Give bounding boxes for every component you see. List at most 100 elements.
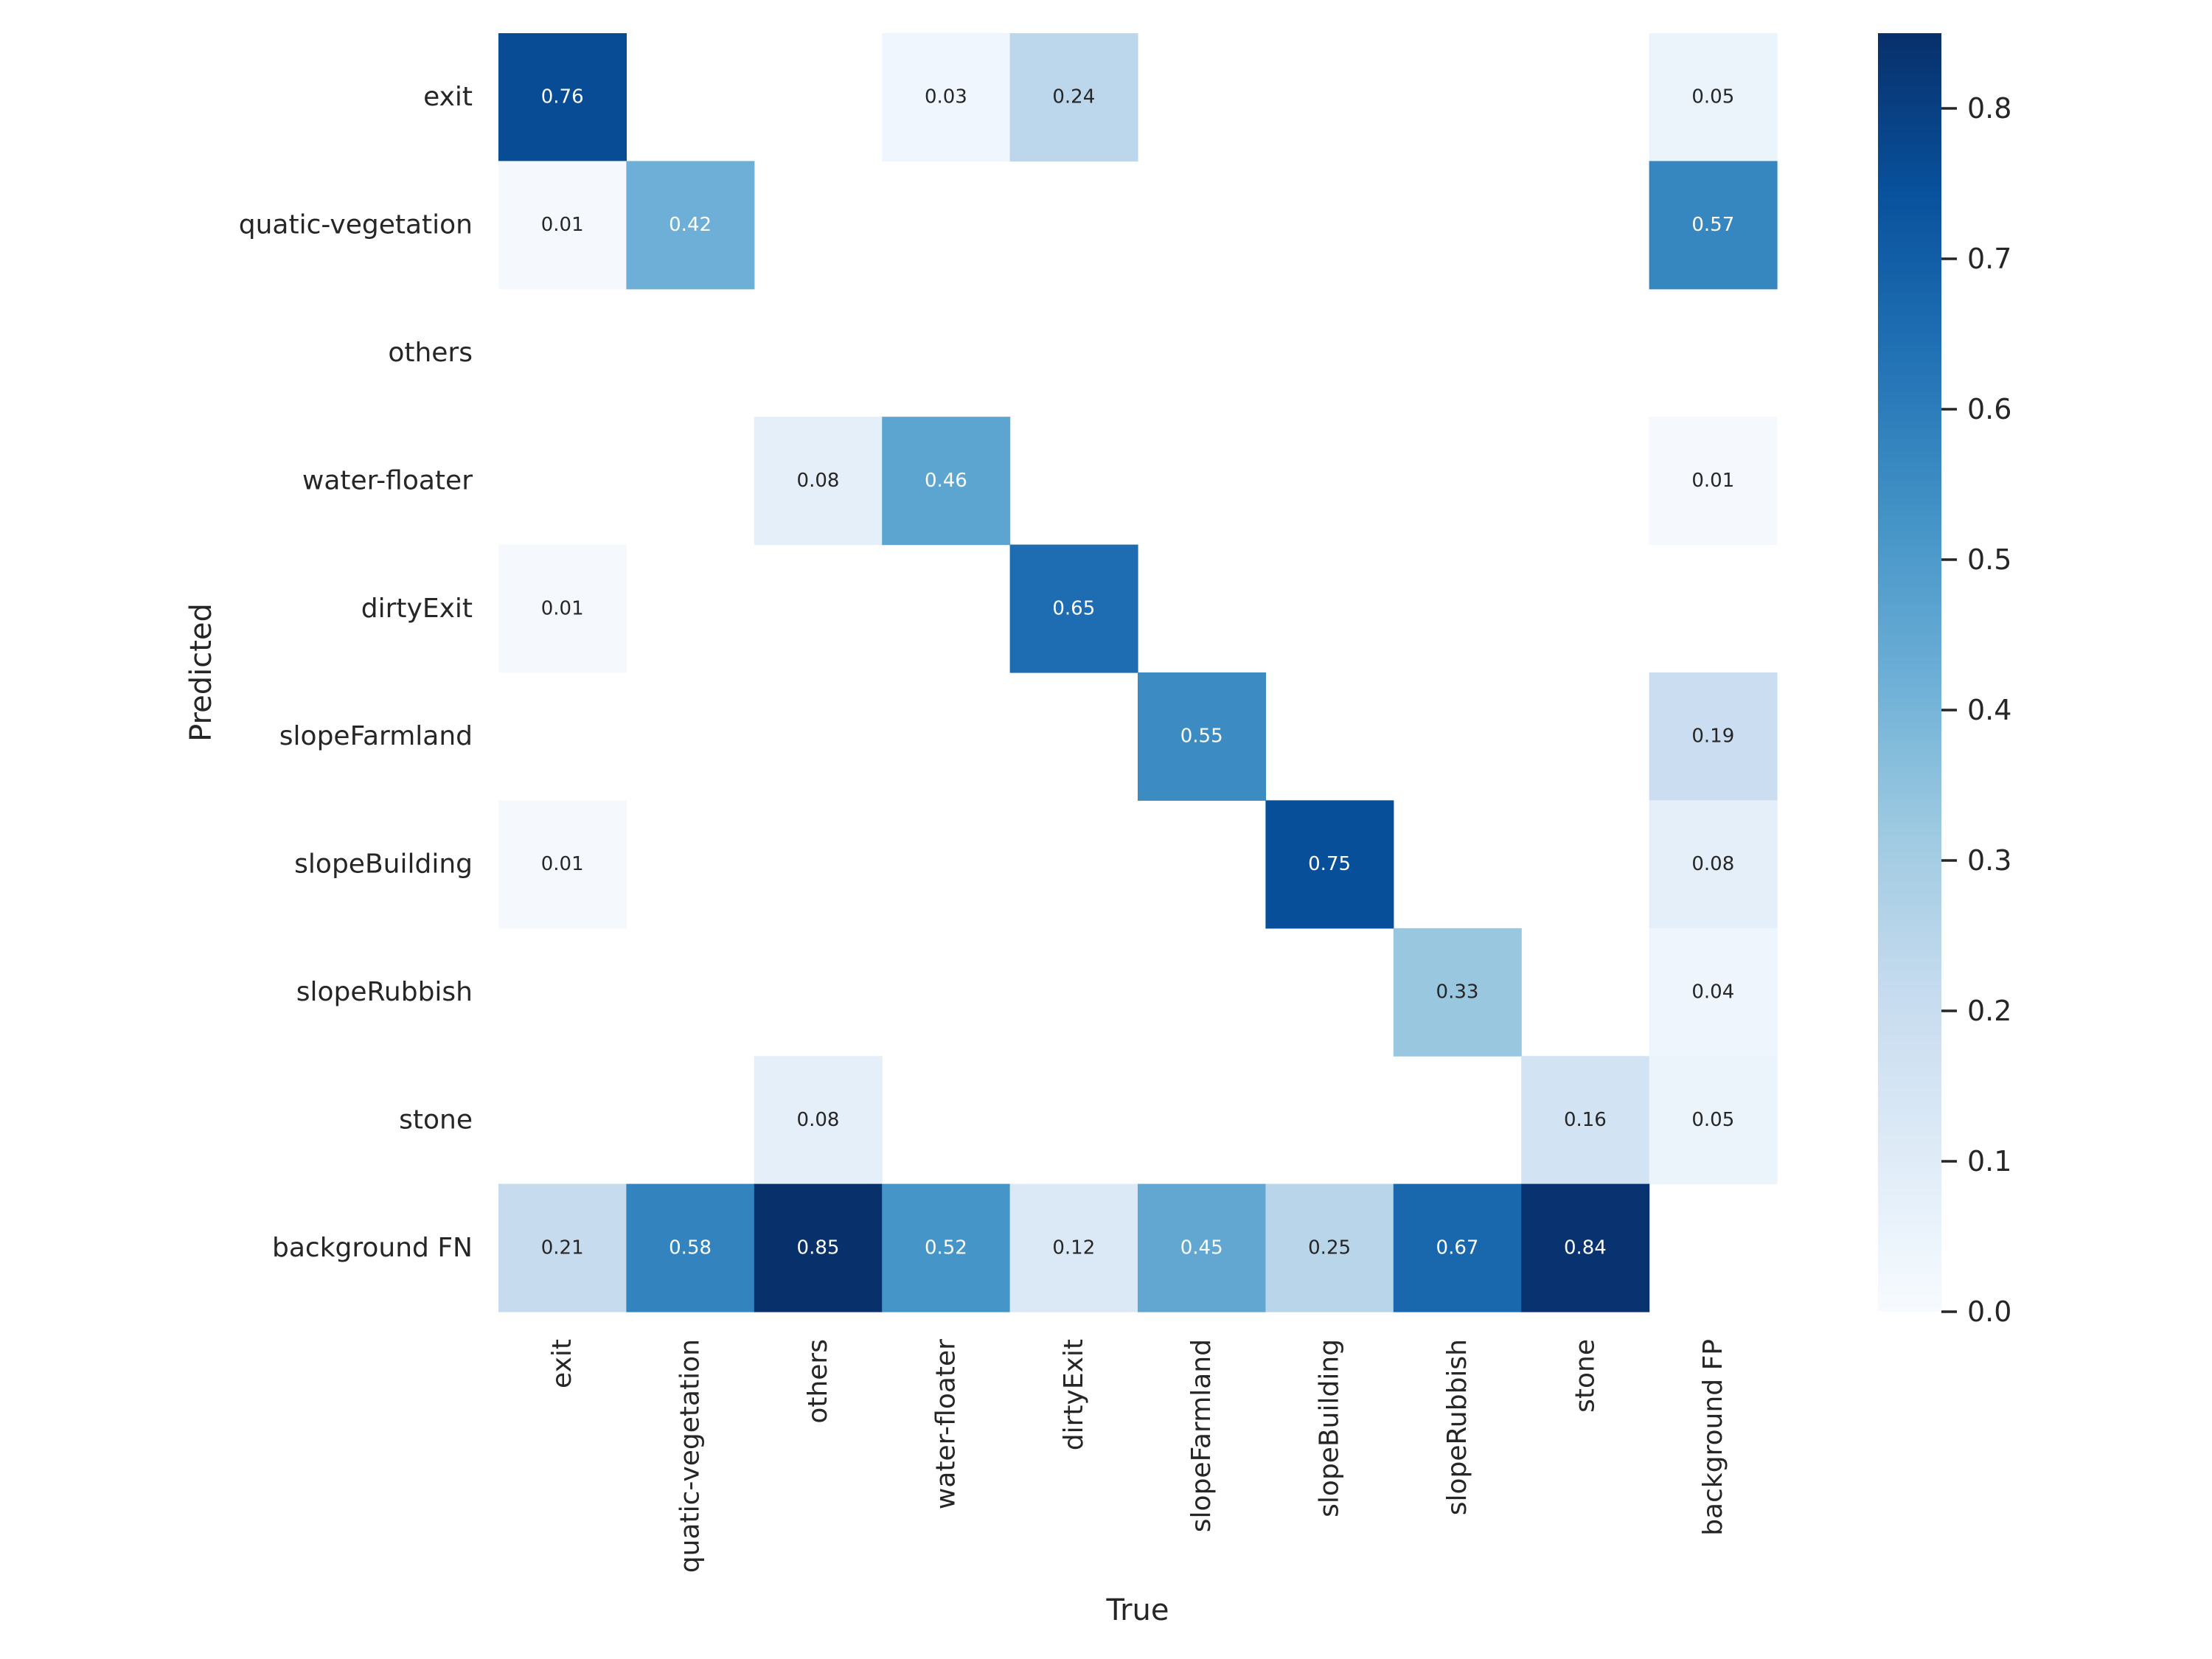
colorbar-tick-label: 0.3 [1967,844,2011,877]
cell-value-label: 0.85 [797,1237,840,1259]
heatmap-cell [626,161,755,290]
heatmap-cell [882,417,1011,546]
heatmap-cell [1009,1183,1138,1312]
heatmap-cell [882,33,1011,161]
heatmap-cell [1138,672,1266,801]
y-tick-label: water-floater [302,465,473,495]
heatmap-cell [1649,161,1778,290]
y-tick-label: slopeBuilding [294,849,473,880]
cell-value-label: 0.01 [541,597,584,619]
y-tick-label: slopeRubbish [296,977,473,1007]
x-tick-label: slopeFarmland [1186,1339,1217,1532]
cell-value-label: 0.16 [1564,1109,1607,1131]
colorbar: 0.0 0.1 0.2 0.3 0.4 0.5 0.6 0.7 0.8 [1878,33,2011,1328]
heatmap-cell [1649,417,1778,546]
cell-value-label: 0.08 [797,1109,840,1131]
heatmap-cell [1009,33,1138,161]
cell-value-label: 0.42 [669,214,712,236]
cell-value-label: 0.65 [1052,597,1095,619]
x-tick-label: quatic-vegetation [675,1339,706,1573]
cell-value-label: 0.21 [541,1237,584,1259]
y-tick-label: background FN [272,1233,473,1263]
heatmap-cell [1521,1183,1650,1312]
heatmap-cell [1649,672,1778,801]
cell-value-label: 0.52 [925,1237,967,1259]
cell-value-label: 0.84 [1564,1237,1607,1259]
cell-value-label: 0.67 [1436,1237,1479,1259]
heatmap-cells: 0.76 0.03 0.24 0.05 0.01 0.42 0.57 0.08 0.46 0.01… [498,33,1778,1312]
colorbar-tick-label: 0.5 [1967,543,2011,576]
cell-value-label: 0.03 [925,86,967,108]
heatmap-cell [1265,1183,1394,1312]
colorbar-tick-label: 0.1 [1967,1145,2011,1178]
heatmap-cell [754,1056,883,1185]
x-axis-title: True [1106,1593,1169,1627]
heatmap-cell [498,800,627,929]
heatmap-cell [1649,928,1778,1057]
heatmap-cell [1393,928,1522,1057]
colorbar-tick-label: 0.8 [1967,92,2011,125]
cell-value-label: 0.24 [1052,86,1095,108]
cell-value-label: 0.46 [925,470,967,492]
heatmap-cell [1009,544,1138,673]
heatmap-cell [1393,1183,1522,1312]
cell-value-label: 0.19 [1691,726,1734,748]
cell-value-label: 0.01 [1691,470,1734,492]
colorbar-gradient [1878,33,1941,1312]
heatmap-cell [498,544,627,673]
y-tick-label: others [388,338,473,368]
cell-value-label: 0.45 [1180,1237,1223,1259]
y-tick-labels: exit quatic-vegetation others water-floater… [239,82,473,1263]
cell-value-label: 0.08 [1691,853,1734,875]
cell-value-label: 0.57 [1691,214,1734,236]
colorbar-tick-label: 0.2 [1967,995,2011,1027]
heatmap-cell [498,161,627,290]
heatmap-cell [626,1183,755,1312]
heatmap-cell [1138,1183,1266,1312]
y-tick-label: slopeFarmland [279,721,473,751]
x-tick-labels: exit quatic-vegetation others water-floater… [547,1339,1728,1573]
colorbar-ticks: 0.0 0.1 0.2 0.3 0.4 0.5 0.6 0.7 0.8 [1941,92,2011,1328]
colorbar-tick-label: 0.4 [1967,694,2011,726]
cell-value-label: 0.05 [1691,86,1734,108]
x-tick-label: dirtyExit [1059,1339,1089,1450]
cell-value-label: 0.04 [1691,981,1734,1004]
x-tick-label: stone [1570,1339,1600,1413]
heatmap-cell [1649,33,1778,161]
x-tick-label: slopeBuilding [1315,1339,1345,1517]
cell-value-label: 0.75 [1308,853,1351,875]
y-axis-title: Predicted [184,603,218,742]
cell-value-label: 0.08 [797,470,840,492]
y-tick-label: stone [399,1105,473,1135]
y-tick-label: dirtyExit [361,594,473,624]
cell-value-label: 0.55 [1180,726,1223,748]
colorbar-tick-label: 0.7 [1967,243,2011,275]
x-tick-label: exit [547,1339,577,1388]
heatmap-cell [754,1183,883,1312]
colorbar-tick-label: 0.0 [1967,1295,2011,1328]
heatmap-cell [1649,1056,1778,1185]
heatmap-cell [754,417,883,546]
cell-value-label: 0.01 [541,214,584,236]
cell-value-label: 0.33 [1436,981,1479,1004]
heatmap-cell [498,1183,627,1312]
cell-value-label: 0.58 [669,1237,712,1259]
heatmap-cell [1649,800,1778,929]
x-tick-label: others [803,1339,833,1424]
heatmap-cell [1265,800,1394,929]
x-tick-label: background FP [1698,1339,1728,1536]
y-tick-label: exit [423,82,473,112]
x-tick-label: slopeRubbish [1442,1339,1472,1515]
cell-value-label: 0.01 [541,853,584,875]
cell-value-label: 0.12 [1052,1237,1095,1259]
heatmap-cell [498,33,627,161]
colorbar-tick-label: 0.6 [1967,393,2011,425]
x-tick-label: water-floater [931,1339,961,1509]
heatmap-cell [1521,1056,1650,1185]
y-tick-label: quatic-vegetation [239,210,473,240]
heatmap-cell [882,1183,1011,1312]
cell-value-label: 0.76 [541,86,584,108]
cell-value-label: 0.05 [1691,1109,1734,1131]
cell-value-label: 0.25 [1308,1237,1351,1259]
